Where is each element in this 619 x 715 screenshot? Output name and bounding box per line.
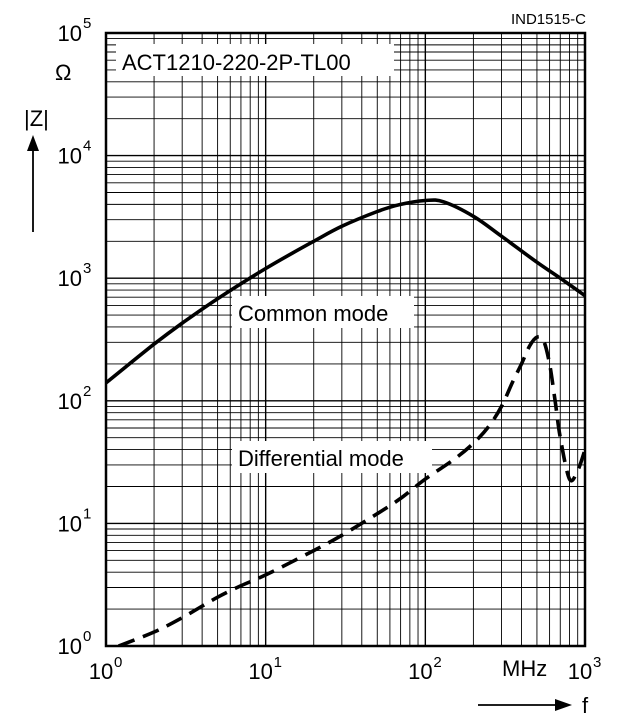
y-unit-label: Ω [55,60,71,85]
y-axis-label: |Z| [24,106,49,131]
y-tick-label: 10 5 [58,15,92,46]
grid [105,33,585,647]
x-tick-base: 10 [568,659,592,684]
y-tick-label: 10 1 [58,505,92,536]
chart-title: ACT1210-220-2P-TL00 [122,50,351,75]
y-tick-label: 10 2 [58,383,92,414]
x-tick-exponent: 3 [593,654,601,671]
y-tick-exponent: 4 [83,138,91,155]
y-tick-base: 10 [58,634,82,659]
y-tick-base: 10 [58,144,82,169]
series-line-differential-mode [117,334,585,646]
x-tick-label: 10 3 [568,654,602,684]
series-layer [106,198,585,646]
x-tick-base: 10 [408,659,432,684]
y-tick-base: 10 [58,266,82,291]
x-tick-label: 10 0 [89,654,123,684]
x-unit-background [498,652,558,682]
y-tick-exponent: 0 [83,628,91,645]
y-tick-base: 10 [58,389,82,414]
x-tick-base: 10 [248,659,272,684]
y-tick-label: 10 3 [58,260,92,291]
x-tick-exponent: 0 [114,654,122,671]
plot-frame [104,31,587,648]
y-tick-exponent: 5 [83,15,91,32]
series-label-common-mode: Common mode [238,301,388,326]
x-axis-arrow [478,699,572,711]
tick-labels: 10 0 10 1 10 2 10 310 010 110 210 310 410 5 [58,15,602,684]
y-tick-base: 10 [58,511,82,536]
y-tick-base: 10 [58,21,82,46]
x-axis-label: f [582,693,589,715]
y-tick-exponent: 3 [83,260,91,277]
x-tick-base: 10 [89,659,113,684]
x-unit-label: MHz [502,656,547,681]
y-tick-exponent: 2 [83,383,91,400]
y-tick-exponent: 1 [83,505,91,522]
y-tick-label: 10 0 [58,628,92,659]
y-axis-arrow [27,135,39,232]
series-label-differential-mode: Differential mode [238,446,404,471]
differential-mode-label-background [232,441,432,473]
figure-code: IND1515-C [511,11,586,28]
x-tick-label: 10 1 [248,654,282,684]
x-tick-label: 10 2 [408,654,442,684]
series-line-common-mode [106,198,585,385]
chart-title-background [116,44,394,76]
y-tick-label: 10 4 [58,138,92,169]
x-tick-exponent: 1 [274,654,282,671]
common-mode-label-background [232,296,414,328]
x-tick-exponent: 2 [433,654,441,671]
